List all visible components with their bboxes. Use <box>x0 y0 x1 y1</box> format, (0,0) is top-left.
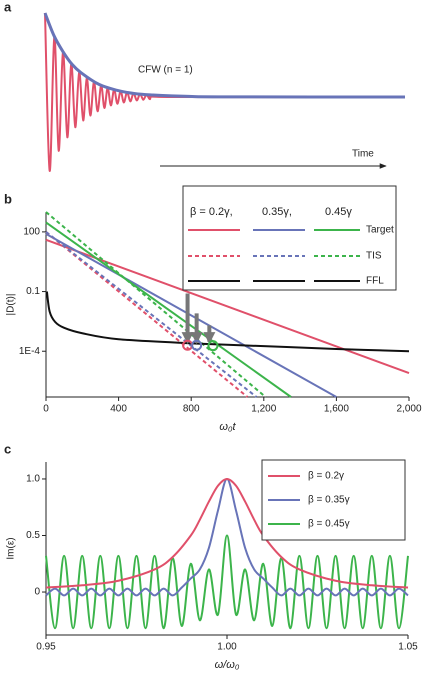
x-tick-label: 1,600 <box>324 404 349 415</box>
x-tick-label: 1,200 <box>251 404 276 415</box>
panel-label: b <box>4 191 12 206</box>
data-line <box>44 12 406 172</box>
annotation: CFW (n = 1) <box>138 65 193 76</box>
legend-header: 0.35γ, <box>262 206 292 218</box>
crossing-point <box>207 340 219 352</box>
y-tick-label: 0.1 <box>26 286 40 297</box>
legend-label: FFL <box>366 276 384 287</box>
data-line <box>45 211 267 398</box>
x-tick-label: 800 <box>183 404 200 415</box>
x-axis-label: ω₀t <box>219 421 236 433</box>
x-tick-label: 2,000 <box>396 404 421 415</box>
y-tick-label: 0.5 <box>26 530 40 541</box>
legend-label: β = 0.2γ <box>308 471 344 482</box>
data-line <box>45 291 410 353</box>
x-tick-label: 0.95 <box>36 642 56 653</box>
y-tick-label: 0 <box>34 587 40 598</box>
y-tick-label: 1E-4 <box>19 346 41 357</box>
x-tick-label: 1.00 <box>217 642 237 653</box>
data-line <box>43 12 406 99</box>
x-tick-label: 400 <box>110 404 127 415</box>
x-tick-label: 1.05 <box>398 642 418 653</box>
legend-label: TIS <box>366 251 382 262</box>
arrow-label: Time <box>352 149 374 160</box>
legend-box <box>261 459 406 541</box>
panel-label: c <box>4 441 11 456</box>
y-axis-label: Im(ε) <box>6 537 17 559</box>
x-axis-label: ω/ω₀ <box>215 659 240 671</box>
crossing-point <box>191 339 203 351</box>
data-line <box>45 231 258 398</box>
y-tick-label: 100 <box>23 227 40 238</box>
legend-header: β = 0.2γ, <box>190 206 233 218</box>
y-tick-label: 1.0 <box>26 474 40 485</box>
x-tick-label: 0 <box>43 404 49 415</box>
legend-label: β = 0.45γ <box>308 519 350 530</box>
data-line <box>45 534 409 630</box>
legend-label: Target <box>366 225 394 236</box>
data-line <box>45 477 409 589</box>
legend-box <box>182 185 397 291</box>
panel-label: a <box>4 0 12 14</box>
legend-header: 0.45γ <box>325 206 352 218</box>
legend-label: β = 0.35γ <box>308 495 350 506</box>
data-line <box>45 221 292 398</box>
y-axis-label: |D(t)| <box>6 294 17 316</box>
data-line <box>45 232 337 398</box>
